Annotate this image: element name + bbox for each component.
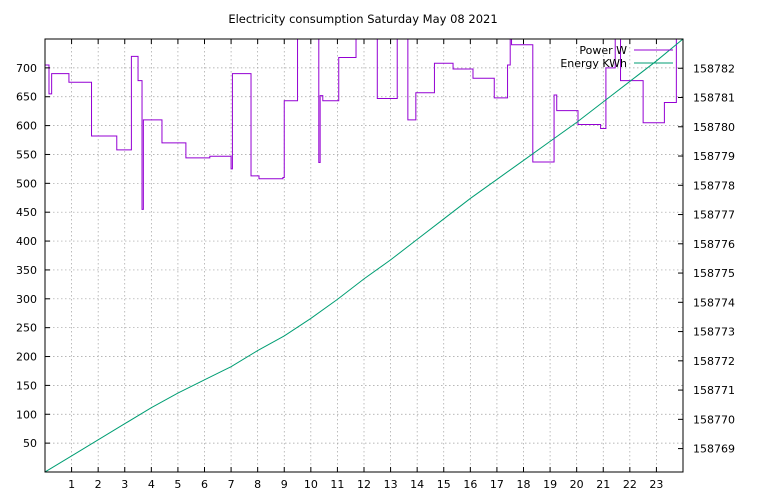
x-tick-label: 19 (543, 478, 557, 491)
x-tick-label: 18 (517, 478, 531, 491)
y-right-tick-label: 158777 (693, 209, 735, 222)
x-tick-label: 12 (357, 478, 371, 491)
series-energy-kwh (45, 39, 683, 472)
x-tick-label: 4 (148, 478, 155, 491)
y-left-tick-label: 500 (16, 177, 37, 190)
x-tick-label: 3 (121, 478, 128, 491)
y-right-tick-label: 158772 (693, 355, 735, 368)
x-tick-label: 10 (304, 478, 318, 491)
y-right-tick-label: 158769 (693, 443, 735, 456)
x-tick-label: 17 (490, 478, 504, 491)
y-left-tick-label: 100 (16, 408, 37, 421)
x-tick-label: 14 (410, 478, 424, 491)
y-left-tick-label: 50 (23, 437, 37, 450)
x-tick-label: 21 (596, 478, 610, 491)
y-right-tick-label: 158778 (693, 179, 735, 192)
legend-label: Energy KWh (560, 57, 627, 70)
y-left-tick-label: 200 (16, 351, 37, 364)
y-left-tick-label: 350 (16, 264, 37, 277)
chart-title: Electricity consumption Saturday May 08 … (228, 12, 497, 26)
x-tick-label: 8 (254, 478, 261, 491)
y-axis-right: 158769 158770 158771 158772 158773 158774 1587… (678, 62, 735, 456)
y-right-tick-label: 158775 (693, 267, 735, 280)
y-axis-left: 50 100 150 200 250 300 350 400 450 500 550 600 650 70… (16, 62, 50, 450)
x-axis: 1 2 3 4 5 6 7 8 9 10 11 12 13 14 15 16 17 18 19 20 21 22 23 (68, 39, 663, 491)
y-right-tick-label: 158770 (693, 413, 735, 426)
x-tick-label: 9 (281, 478, 288, 491)
x-tick-label: 6 (201, 478, 208, 491)
y-left-tick-label: 150 (16, 379, 37, 392)
x-tick-label: 13 (384, 478, 398, 491)
series-line-energy-kwh (45, 39, 683, 472)
x-tick-label: 1 (68, 478, 75, 491)
legend-label: Power W (579, 44, 627, 57)
x-tick-label: 11 (330, 478, 344, 491)
y-left-tick-label: 600 (16, 120, 37, 133)
y-right-tick-label: 158773 (693, 326, 735, 339)
y-right-tick-label: 158774 (693, 296, 735, 309)
x-tick-label: 20 (570, 478, 584, 491)
x-tick-label: 16 (463, 478, 477, 491)
x-tick-label: 15 (437, 478, 451, 491)
x-tick-label: 2 (95, 478, 102, 491)
series-power-w (45, 39, 683, 210)
y-right-tick-label: 158780 (693, 121, 735, 134)
y-right-tick-label: 158771 (693, 384, 735, 397)
y-left-tick-label: 400 (16, 235, 37, 248)
y-left-tick-label: 300 (16, 293, 37, 306)
y-left-tick-label: 250 (16, 322, 37, 335)
y-right-tick-label: 158781 (693, 92, 735, 105)
y-left-tick-label: 650 (16, 91, 37, 104)
series-line-power-w (45, 39, 683, 210)
x-tick-label: 7 (228, 478, 235, 491)
y-left-tick-label: 450 (16, 206, 37, 219)
y-left-tick-label: 550 (16, 148, 37, 161)
x-tick-label: 22 (623, 478, 637, 491)
grid (45, 39, 683, 472)
x-tick-label: 5 (174, 478, 181, 491)
y-right-tick-label: 158782 (693, 62, 735, 75)
y-right-tick-label: 158779 (693, 150, 735, 163)
x-tick-label: 23 (649, 478, 663, 491)
y-left-tick-label: 700 (16, 62, 37, 75)
y-right-tick-label: 158776 (693, 238, 735, 251)
